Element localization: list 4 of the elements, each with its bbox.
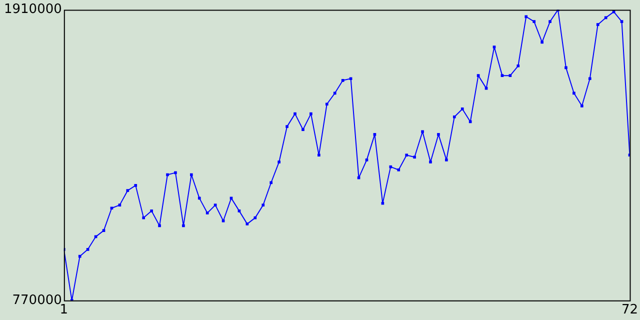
y-tick-label: 770000 — [12, 292, 62, 308]
y-tick-label: 1910000 — [4, 2, 62, 18]
x-tick-label: 1 — [60, 302, 68, 318]
x-tick-label: 72 — [621, 302, 638, 318]
